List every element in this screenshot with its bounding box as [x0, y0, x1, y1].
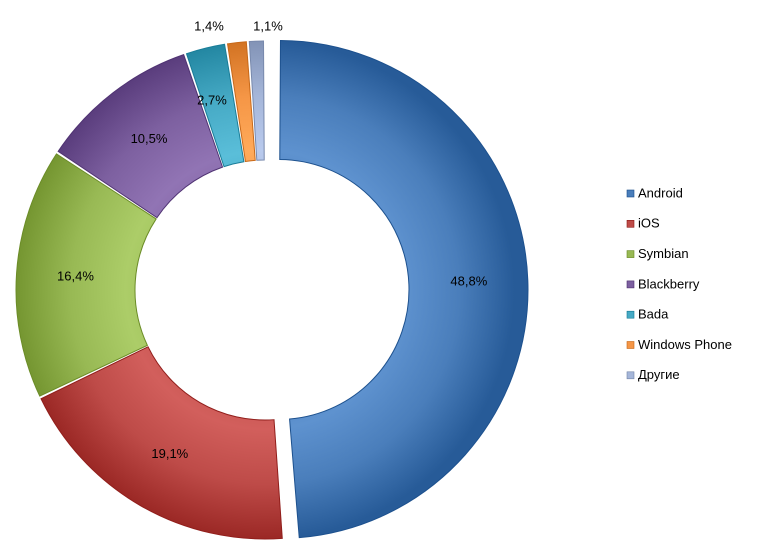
legend-label: Android	[638, 185, 683, 200]
legend-label: Bada	[638, 307, 669, 322]
data-labels-layer: 48,8% 19,1% 16,4% 10,5% 2,7% 1,4% 1,1%	[57, 18, 488, 460]
legend-swatch	[626, 371, 635, 380]
slices-layer	[15, 39, 529, 540]
legend-item-windows-phone: Windows Phone	[626, 337, 732, 352]
slice-bada	[185, 43, 245, 168]
legend-item-android: Android	[626, 185, 683, 200]
legend-swatch	[626, 250, 635, 258]
legend-item-other-6: Другие	[626, 367, 680, 382]
data-label-other-6: 1,1%	[253, 18, 283, 33]
data-label-symbian: 16,4%	[57, 268, 94, 283]
legend-swatch	[626, 310, 635, 319]
legend-item-bada: Bada	[626, 307, 669, 322]
legend-swatch	[626, 341, 635, 349]
legend-label: Windows Phone	[638, 337, 732, 352]
legend-label: iOS	[638, 216, 660, 231]
data-label-blackberry: 10,5%	[131, 131, 168, 146]
legend-label: Blackberry	[638, 276, 700, 291]
data-label-windows-phone: 1,4%	[194, 18, 224, 33]
data-label-android: 48,8%	[450, 274, 487, 289]
data-label-bada: 2,7%	[197, 92, 227, 107]
legend-swatch	[626, 220, 635, 228]
slice-blackberry	[57, 54, 224, 219]
legend-swatch	[626, 189, 635, 198]
slice-windows-phone	[226, 41, 256, 163]
legend: Android iOS Symbian Blackberry Bada Windows P…	[626, 185, 732, 382]
data-label-ios: 19,1%	[151, 446, 188, 461]
legend-label: Другие	[638, 367, 680, 382]
slice-ios	[40, 346, 283, 540]
slice-symbian	[15, 153, 157, 397]
legend-item-blackberry: Blackberry	[626, 276, 700, 291]
legend-swatch	[626, 280, 635, 289]
legend-label: Symbian	[638, 246, 689, 261]
legend-item-symbian: Symbian	[626, 246, 689, 261]
slice-android	[279, 39, 529, 539]
legend-item-ios: iOS	[626, 216, 660, 231]
slice-other-6	[248, 40, 265, 161]
